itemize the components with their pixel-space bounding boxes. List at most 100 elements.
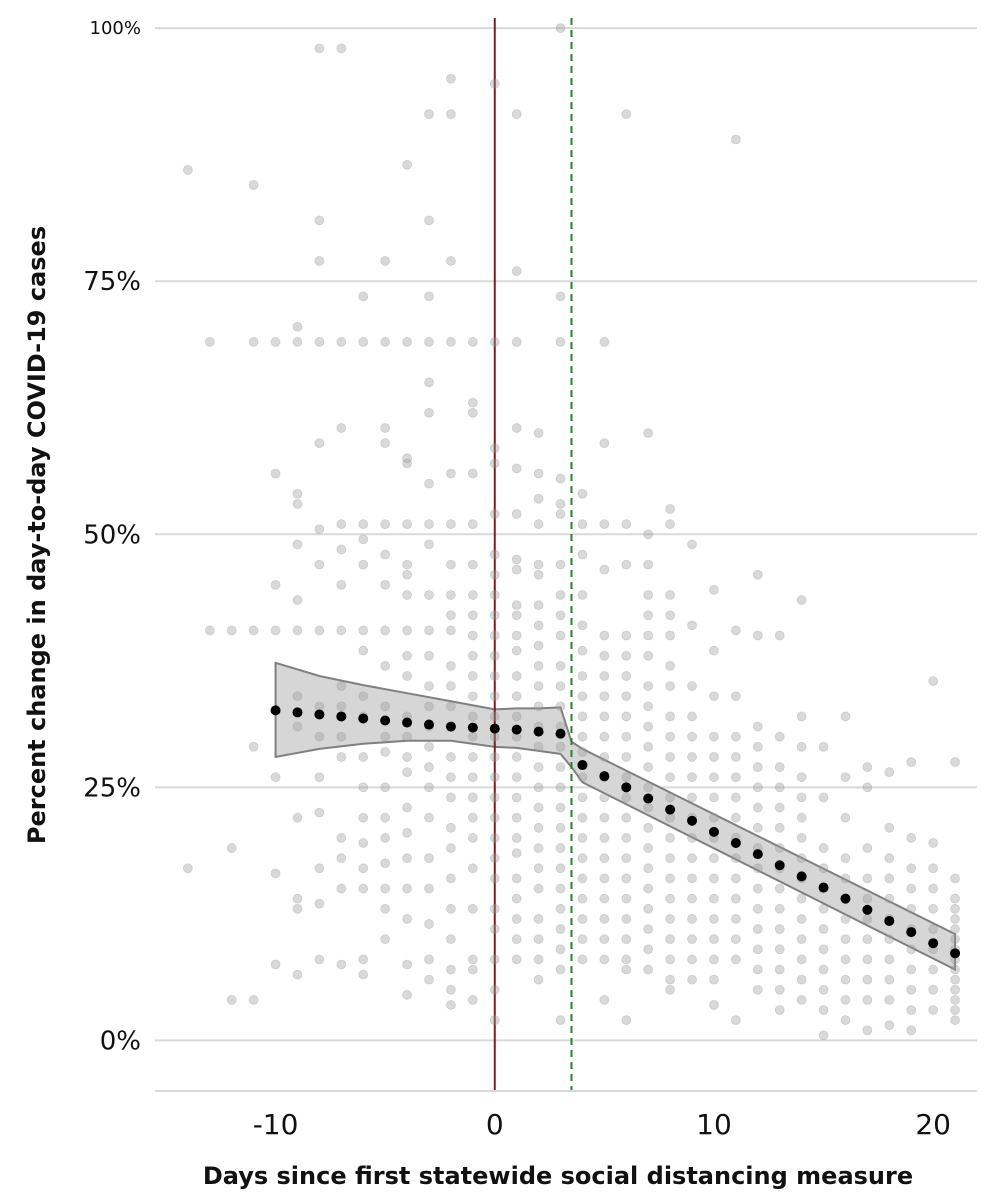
observed-point (533, 954, 544, 965)
observed-point (950, 903, 960, 914)
observed-point (862, 914, 873, 924)
observed-point (840, 873, 851, 884)
observed-point (928, 676, 939, 686)
observed-point (446, 701, 456, 712)
observed-point (730, 954, 741, 965)
observed-point (380, 782, 391, 793)
observed-point (796, 954, 807, 965)
observed-point (489, 792, 500, 803)
observed-point (358, 625, 369, 636)
observed-point (752, 630, 763, 641)
observed-point (687, 873, 697, 884)
observed-point (467, 964, 478, 975)
observed-point (292, 321, 303, 332)
observed-point (884, 994, 895, 1005)
observed-point (621, 650, 632, 661)
observed-point (774, 924, 785, 934)
observed-point (796, 914, 807, 924)
observed-point (314, 438, 325, 449)
observed-point (555, 660, 566, 671)
observed-point (796, 974, 807, 985)
fitted-point (752, 849, 763, 860)
observed-point (380, 660, 391, 671)
observed-point (380, 519, 391, 530)
observed-point (467, 337, 478, 347)
observed-point (752, 964, 763, 975)
fitted-point (708, 826, 719, 837)
observed-point (665, 792, 676, 803)
observed-point (336, 959, 347, 970)
observed-point (687, 954, 697, 965)
observed-point (687, 974, 697, 985)
observed-point (643, 701, 654, 712)
observed-point (884, 954, 895, 965)
observed-point (643, 863, 654, 874)
observed-point (402, 802, 412, 813)
observed-point (665, 504, 676, 514)
observed-point (643, 944, 654, 955)
observed-point (467, 559, 478, 570)
observed-point (643, 782, 654, 793)
observed-point (665, 833, 676, 843)
observed-point (950, 1015, 960, 1026)
observed-point (950, 974, 960, 985)
observed-point (643, 924, 654, 934)
observed-point (424, 762, 434, 772)
observed-point (402, 559, 412, 570)
observed-point (511, 711, 522, 722)
observed-point (424, 478, 434, 489)
observed-point (709, 873, 719, 884)
observed-point (687, 539, 697, 550)
observed-point (446, 984, 456, 995)
observed-point (336, 423, 347, 433)
observed-point (621, 812, 632, 823)
observed-point (511, 954, 522, 965)
reference-lines (493, 18, 573, 1091)
fitted-point (818, 882, 829, 893)
observed-point (665, 630, 676, 641)
observed-point (643, 681, 654, 691)
observed-point (511, 423, 522, 433)
observed-point (643, 964, 654, 975)
observed-point (511, 600, 522, 611)
observed-point (862, 843, 873, 853)
fitted-point (665, 804, 676, 815)
fitted-point (687, 815, 698, 826)
observed-point (446, 792, 456, 803)
observed-point (709, 752, 719, 762)
observed-point (752, 944, 763, 955)
observed-point (577, 954, 588, 965)
observed-point (511, 812, 522, 823)
observed-point (840, 914, 851, 924)
observed-point (621, 914, 632, 924)
observed-point (314, 625, 325, 636)
observed-point (489, 752, 500, 762)
fitted-point (796, 871, 807, 882)
observed-point (446, 934, 456, 945)
observed-point (840, 934, 851, 945)
observed-point (599, 691, 610, 702)
observed-point (358, 337, 369, 347)
observed-point (774, 1005, 785, 1015)
observed-point (336, 544, 347, 555)
observed-point (906, 883, 917, 894)
observed-point (358, 838, 369, 848)
observed-point (730, 772, 741, 783)
observed-point (555, 843, 566, 853)
observed-point (555, 822, 566, 833)
observed-point (665, 681, 676, 691)
observed-point (577, 914, 588, 924)
observed-point (577, 671, 588, 681)
observed-point (665, 660, 676, 671)
observed-point (730, 914, 741, 924)
observed-point (424, 590, 434, 600)
observed-point (270, 959, 281, 970)
y-axis-ticks: 0% 25% 50% 75% 100% (83, 18, 141, 1056)
observed-point (511, 691, 522, 702)
observed-point (730, 893, 741, 904)
observed-point (730, 1015, 741, 1026)
observed-point (424, 853, 434, 864)
observed-point (533, 519, 544, 530)
observed-point (446, 752, 456, 762)
observed-point (226, 843, 237, 853)
